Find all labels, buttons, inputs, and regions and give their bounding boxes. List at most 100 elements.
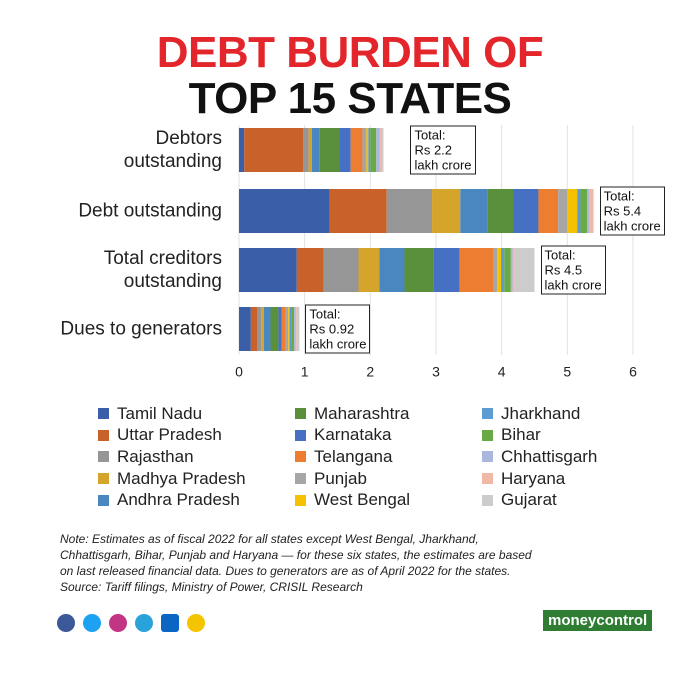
bar-segment [379,128,382,172]
bar-segment [296,248,324,292]
bar-segment [459,248,494,292]
legend-label: Chhattisgarh [501,446,598,466]
bar-segment [281,307,286,351]
bar-segment [296,307,300,351]
bar-segment [404,248,434,292]
legend-swatch [98,451,109,463]
x-tick-label: 1 [301,364,309,380]
legend-swatch [295,494,306,506]
title-line: DEBT BURDEN OF [156,28,544,77]
instagram-icon[interactable] [109,614,127,632]
bar-segment [239,248,297,292]
bar-segment [366,128,369,172]
legend-item: Chhattisgarh [482,446,642,468]
legend-item: Bihar [482,425,642,447]
bar-segment [239,189,330,233]
bar-segment [368,128,371,172]
note-line: Note: Estimates as of fiscal 2022 for al… [60,532,479,546]
legend-item: Rajasthan [98,446,295,468]
legend-swatch [98,473,109,485]
legend-label: Bihar [501,425,541,445]
bar-segment [329,189,387,233]
legend-swatch [482,408,493,420]
bar-segment [308,128,312,172]
linkedin-icon[interactable] [161,614,179,632]
legend-item: Tamil Nadu [98,403,295,425]
bar-segment [376,128,380,172]
chart: 0 1 2 3 4 5 6 [235,125,637,380]
bar-segment [261,307,264,351]
annotation-line: Total: [309,306,341,322]
bar-segment [379,248,405,292]
legend-swatch [98,494,109,506]
total-annotation: Total: Rs 2.2 lakh crore [410,125,476,175]
bar-segment [319,128,340,172]
legend-label: Tamil Nadu [117,403,203,423]
bar-segment [587,189,590,233]
bar-segment [289,307,292,351]
legend-item: Telangana [295,446,482,468]
note-line: Chhattisgarh, Bihar, Punjab and Haryana … [60,548,532,562]
category-label: Dues to generators [60,318,222,340]
legend-item: Jharkhand [482,403,642,425]
bar-segment [362,128,367,172]
legend-item: Uttar Pradesh [98,425,295,447]
legend-label: Rajasthan [117,446,194,466]
bar-segment [285,307,289,351]
legend-label: Gujarat [501,490,557,510]
koo-icon[interactable] [187,614,205,632]
note-line: on last released financial data. Dues to… [60,564,511,578]
category-label: Debtors outstanding [123,128,222,172]
legend-item: Andhra Pradesh [98,489,295,511]
social-icons [57,614,205,632]
legend-swatch [482,494,493,506]
legend-label: Punjab [314,468,367,488]
bar-segment [567,189,578,233]
legend-item: Madhya Pradesh [98,468,295,490]
telegram-icon[interactable] [135,614,153,632]
annotation-line: lakh crore [414,157,472,173]
bar-segment [270,307,279,351]
annotation-line: Total: [544,247,576,263]
legend-swatch [482,451,493,463]
legend-swatch [482,473,493,485]
bar-segment [433,248,460,292]
annotation-line: Rs 2.2 [414,142,453,158]
facebook-icon[interactable] [57,614,75,632]
x-tick-label: 4 [498,364,506,380]
bar-segment [381,128,384,172]
bar-segment [577,189,581,233]
bar-segment [303,128,309,172]
legend-label: Uttar Pradesh [117,425,222,445]
legend-swatch [482,429,493,441]
x-tick-label: 2 [366,364,374,380]
annotation-line: Rs 0.92 [309,321,355,337]
legend-swatch [295,408,306,420]
bar-segment [432,189,461,233]
bar-segment [278,307,282,351]
legend: Tamil Nadu Uttar Pradesh Rajasthan Madhya P… [98,403,642,511]
legend-item: Punjab [295,468,482,490]
x-tick-label: 3 [432,364,440,380]
bar-segment [295,307,297,351]
note-line: Source: Tariff filings, Ministry of Powe… [60,580,363,594]
bar-segment [250,307,258,351]
bar-segment [460,189,488,233]
bar-segment [589,189,593,233]
bar-segment [497,248,502,292]
bar-segment [263,307,271,351]
bar-segment [291,307,295,351]
legend-label: Haryana [501,468,566,488]
annotation-line: lakh crore [603,218,661,234]
legend-item: Haryana [482,468,642,490]
legend-label: Telangana [314,446,393,466]
bar-segment [504,248,511,292]
legend-swatch [98,408,109,420]
bar-segment [358,248,380,292]
bar-segment [514,248,535,292]
x-tick-label: 5 [563,364,571,380]
x-tick-label: 6 [629,364,637,380]
twitter-icon[interactable] [83,614,101,632]
bar-segment [510,248,513,292]
bar-segment [592,189,594,233]
